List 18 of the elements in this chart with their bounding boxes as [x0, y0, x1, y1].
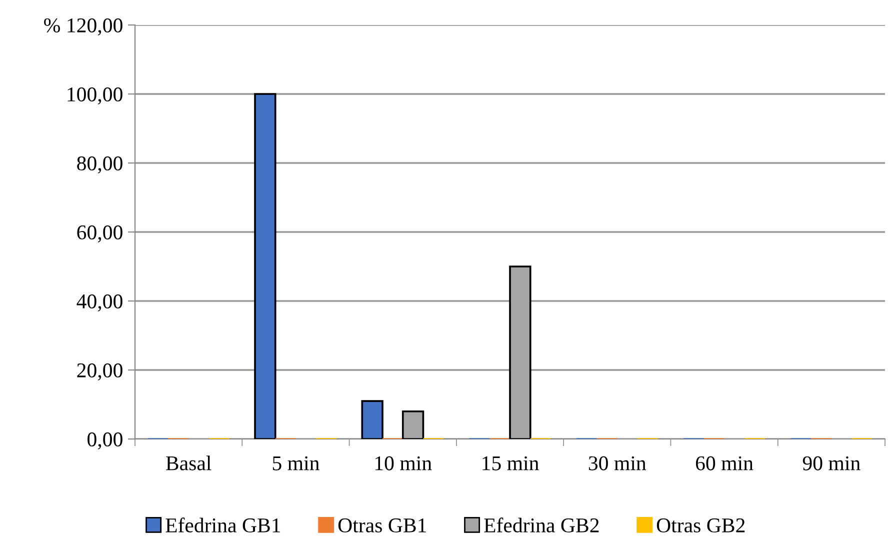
y-tick-label: 80,00 [77, 156, 122, 174]
x-tick-label: 60 min [696, 456, 754, 470]
x-tick-label: 30 min [588, 456, 646, 470]
legend-label: Otras GB1 [338, 518, 426, 532]
y-tick-label: 20,00 [77, 363, 122, 380]
y-tick-label: % 120,00 [44, 18, 122, 36]
legend-label: Otras GB2 [656, 518, 745, 532]
x-tick-label: 10 min [375, 456, 432, 470]
y-tick-label: 0,00 [88, 432, 122, 450]
x-tick-label: 90 min [802, 456, 860, 470]
x-tick-label: 15 min [482, 456, 539, 470]
x-tick-label: Basal [166, 456, 212, 470]
legend-label: Efedrina GB2 [484, 518, 599, 532]
x-tick-label: 5 min [272, 456, 320, 470]
y-tick-label: 40,00 [76, 294, 122, 312]
legend-label: Efedrina GB1 [166, 518, 280, 532]
y-tick-label: 60,00 [77, 225, 122, 242]
y-tick-label: 100,00 [68, 87, 122, 104]
